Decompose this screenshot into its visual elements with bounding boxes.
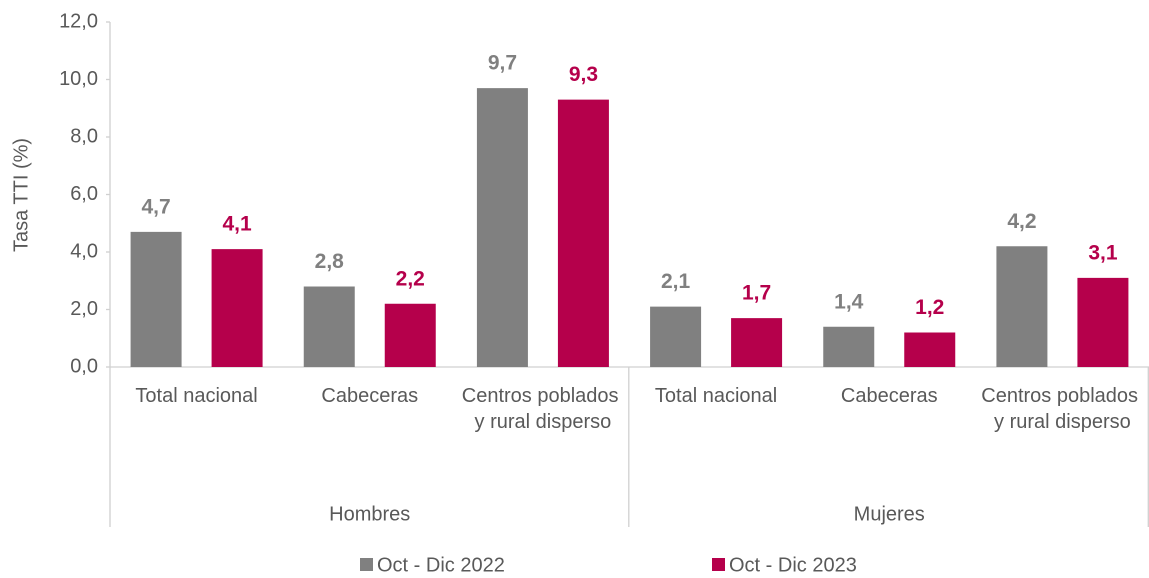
- bar: [303, 286, 355, 367]
- bar: [731, 318, 783, 367]
- value-label: 1,2: [915, 296, 944, 319]
- value-label: 2,8: [315, 250, 345, 273]
- legend-swatch: [360, 558, 373, 571]
- value-label: 1,4: [834, 290, 864, 313]
- value-label: 4,7: [141, 195, 170, 218]
- value-label: 2,2: [396, 267, 425, 290]
- value-label: 3,1: [1088, 241, 1118, 264]
- bar: [904, 332, 956, 367]
- legend-label: Oct - Dic 2022: [377, 554, 505, 576]
- legend-swatch: [712, 558, 725, 571]
- x-tick-label: Centros poblados y rural disperso: [981, 385, 1143, 433]
- y-tick-label: 0,0: [70, 355, 98, 377]
- y-tick-label: 2,0: [70, 298, 98, 320]
- group-label: Hombres: [329, 503, 410, 525]
- bar: [384, 303, 436, 367]
- x-tick-label: Cabeceras: [321, 385, 418, 407]
- bar: [996, 246, 1048, 367]
- bar: [823, 326, 875, 367]
- y-axis-label: Tasa TTI (%): [10, 138, 32, 252]
- x-tick-label: Total nacional: [135, 385, 257, 407]
- bar: [476, 88, 528, 367]
- y-tick-label: 6,0: [70, 183, 98, 205]
- y-tick-label: 12,0: [59, 10, 98, 32]
- bar: [211, 249, 263, 367]
- y-tick-label: 10,0: [59, 68, 98, 90]
- value-label: 9,3: [569, 63, 598, 86]
- bar: [557, 99, 609, 367]
- x-tick-label: Total nacional: [655, 385, 777, 407]
- y-tick-label: 4,0: [70, 240, 98, 262]
- bar: [1077, 277, 1129, 367]
- value-label: 1,7: [742, 282, 771, 305]
- value-label: 9,7: [488, 52, 517, 75]
- value-label: 2,1: [661, 270, 691, 293]
- x-tick-label: Cabeceras: [841, 385, 938, 407]
- legend-label: Oct - Dic 2023: [729, 554, 857, 576]
- x-tick-label: Centros poblados y rural disperso: [462, 385, 624, 433]
- value-label: 4,1: [222, 213, 252, 236]
- group-label: Mujeres: [854, 503, 925, 525]
- bar: [650, 306, 702, 367]
- value-label: 4,2: [1007, 210, 1036, 233]
- bar: [130, 231, 182, 367]
- y-tick-label: 8,0: [70, 125, 98, 147]
